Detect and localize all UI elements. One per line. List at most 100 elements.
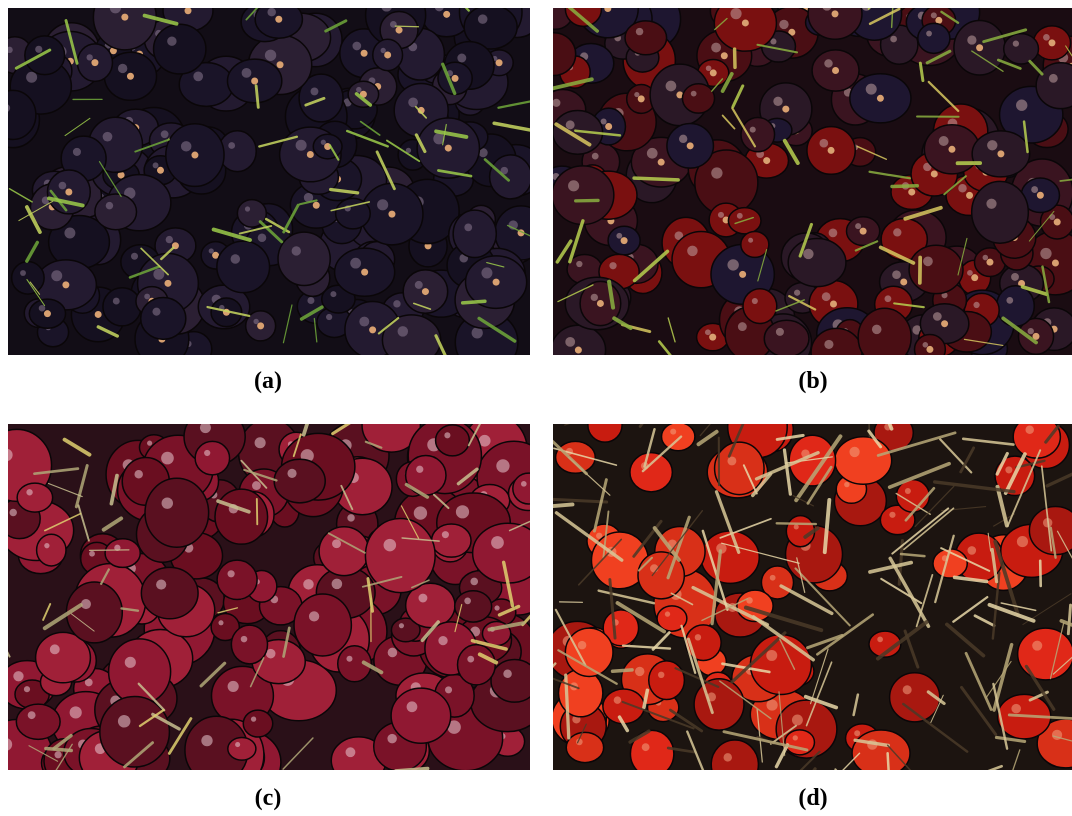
fruit-tip <box>948 146 955 153</box>
fruit-highlight <box>986 199 996 209</box>
fruit-highlight <box>794 524 799 529</box>
fruit <box>141 298 186 340</box>
fruit-tip <box>422 288 429 295</box>
fruit <box>37 534 66 566</box>
fruit-tip <box>997 150 1004 157</box>
fruit <box>491 659 530 702</box>
fruit-tip <box>443 11 450 18</box>
fruit-highlight <box>503 669 512 678</box>
fruit <box>741 232 769 258</box>
fruit-highlight <box>968 546 977 555</box>
fruit-tip <box>926 346 933 353</box>
fruit-highlight <box>824 340 833 349</box>
fruit <box>455 591 492 622</box>
fruit <box>141 567 198 618</box>
fruit <box>109 639 171 705</box>
fruit-highlight <box>118 715 131 728</box>
fruit-highlight <box>730 8 741 19</box>
fruit-highlight <box>35 46 42 53</box>
fruit <box>391 688 451 743</box>
strand <box>463 301 485 303</box>
fruit <box>741 118 775 152</box>
fruit-tip <box>91 59 98 66</box>
fruit-tip <box>976 44 983 51</box>
fruit-highlight <box>890 36 897 43</box>
fruit-highlight <box>723 753 731 761</box>
fruit-highlight <box>824 59 832 67</box>
fruit-highlight <box>346 747 356 757</box>
photo-c <box>8 424 530 770</box>
fruit-highlight <box>330 291 336 297</box>
fruit-highlight <box>1032 641 1042 651</box>
fruit <box>972 181 1029 243</box>
fruit-highlight <box>332 579 343 590</box>
fruit-tip <box>493 279 500 286</box>
fruit-tip <box>65 188 72 195</box>
fruit-highlight <box>905 488 911 494</box>
fruit-tip <box>361 50 368 57</box>
fruit <box>490 155 530 199</box>
fruit-highlight <box>26 489 32 495</box>
fruit-highlight <box>568 180 579 191</box>
fruit-tip <box>597 300 604 307</box>
fruit-highlight <box>642 743 650 751</box>
fruit-tip <box>900 278 907 285</box>
fruit-tip <box>575 347 582 354</box>
fruit-highlight <box>576 261 582 267</box>
fruit-highlight <box>156 579 166 589</box>
fruit <box>278 232 330 285</box>
fruit-tip <box>605 123 612 130</box>
fruit-highlight <box>1017 536 1028 547</box>
fruit-highlight <box>849 447 859 457</box>
fruit-highlight <box>296 140 307 151</box>
fruit-tip <box>277 61 284 68</box>
fruit <box>145 478 209 547</box>
fruit-highlight <box>456 505 469 518</box>
fruit-highlight <box>399 623 404 628</box>
fruit-highlight <box>13 671 23 681</box>
fruit <box>195 441 229 474</box>
fruit-tip <box>62 281 69 288</box>
strand <box>396 769 428 770</box>
fruit-highlight <box>89 551 95 557</box>
fruit-highlight <box>347 514 354 521</box>
fruit-highlight <box>350 258 361 269</box>
fruit-highlight <box>1043 34 1050 41</box>
fruit-highlight <box>147 441 152 446</box>
fruit-highlight <box>311 87 319 95</box>
fruit-highlight <box>766 650 777 661</box>
fruit-highlight <box>181 141 191 151</box>
fruit-highlight <box>844 482 849 487</box>
fruit-highlight <box>209 248 214 253</box>
fruit-highlight <box>307 297 314 304</box>
fruit <box>682 84 714 113</box>
fruit <box>228 737 256 760</box>
fruit-highlight <box>1040 248 1051 259</box>
fruit <box>603 689 645 724</box>
fruit-highlight <box>494 605 499 610</box>
fruit-highlight <box>738 322 747 331</box>
fruit-tip <box>742 19 749 26</box>
fruit-highlight <box>939 136 949 146</box>
fruit-tip <box>44 310 51 317</box>
fruit <box>294 594 351 656</box>
fruit-tip <box>164 280 171 287</box>
fruit-highlight <box>70 706 82 718</box>
fruit-tip <box>763 157 770 164</box>
fruit-highlight <box>1013 40 1019 46</box>
fruit <box>715 442 764 494</box>
fruit-highlight <box>464 598 471 605</box>
fruit-highlight <box>287 469 296 478</box>
fruit-highlight <box>750 127 756 133</box>
fruit-highlight <box>670 429 676 435</box>
fruit-highlight <box>854 730 860 736</box>
fruit-highlight <box>44 543 49 548</box>
fruit-highlight <box>251 716 256 721</box>
fruit-tip <box>687 142 694 149</box>
fruit-highlight <box>231 254 240 263</box>
fruit-highlight <box>1006 297 1013 304</box>
fruit-highlight <box>457 54 466 63</box>
fruit-highlight <box>442 531 449 538</box>
fruit-highlight <box>393 300 400 307</box>
fruit-highlight <box>359 317 369 327</box>
